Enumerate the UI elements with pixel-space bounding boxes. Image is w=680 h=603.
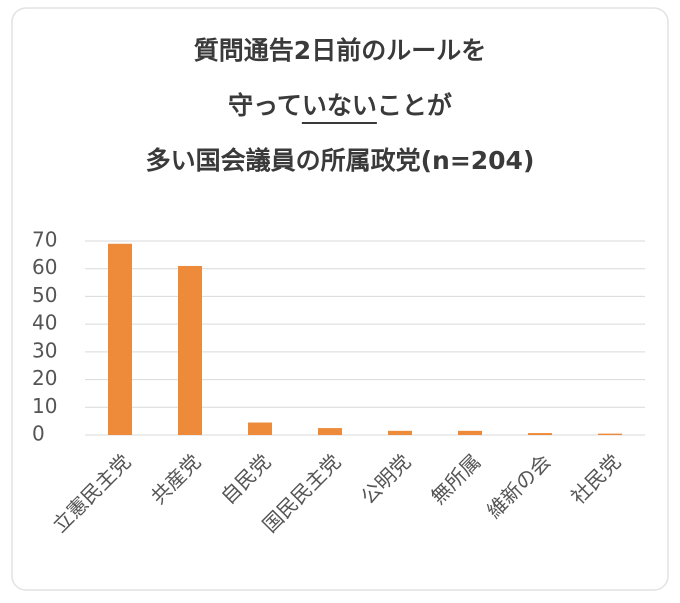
y-tick-label: 30 (32, 338, 57, 362)
y-tick-label: 70 (32, 228, 57, 252)
chart-title-line: 多い国会議員の所属政党(n=204) (146, 146, 535, 175)
bar (528, 433, 552, 435)
bar (458, 430, 482, 435)
bar (108, 243, 132, 435)
y-tick-label: 50 (32, 283, 57, 307)
y-tick-label: 10 (32, 394, 57, 418)
bar (318, 428, 342, 435)
bar (178, 265, 202, 435)
chart-title-line: 守っていないことが (228, 91, 452, 120)
card (11, 7, 669, 591)
y-tick-label: 60 (32, 255, 57, 279)
y-tick-label: 40 (32, 311, 57, 335)
bar (388, 430, 412, 435)
bar (598, 433, 622, 435)
bar (248, 422, 272, 435)
y-tick-label: 20 (32, 366, 57, 390)
chart-title-line: 質問通告2日前のルールを (194, 36, 486, 65)
y-tick-label: 0 (32, 422, 45, 446)
